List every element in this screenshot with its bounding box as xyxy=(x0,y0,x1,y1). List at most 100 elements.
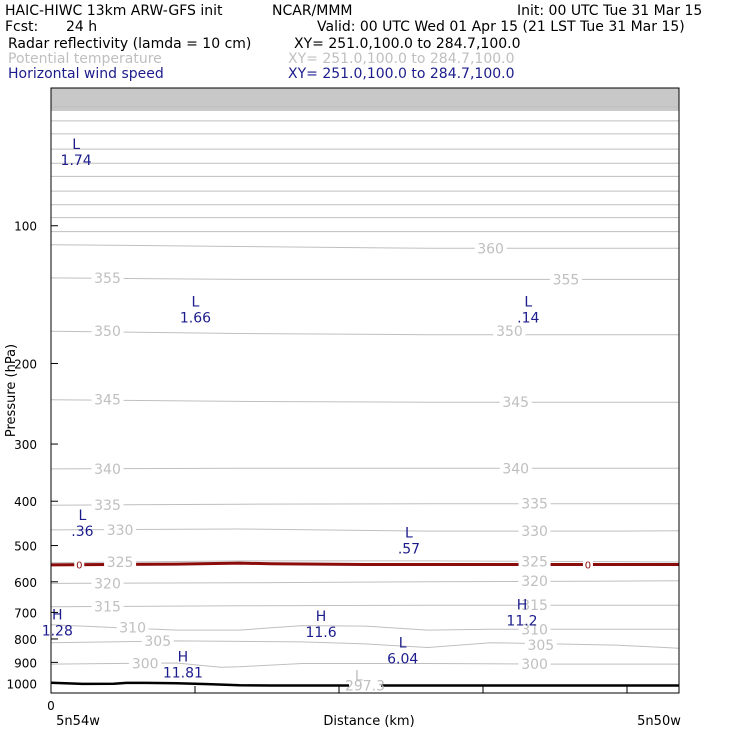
theta-contour-305 xyxy=(50,640,680,649)
theta-label-bg xyxy=(91,323,124,339)
theta-label-bg xyxy=(499,460,532,476)
x-left-location: 5n54w xyxy=(56,714,100,729)
theta-label-bg xyxy=(349,677,381,693)
y-tick-label: 400 xyxy=(14,495,37,509)
y-tick-label: 200 xyxy=(14,357,37,371)
wind-extremum-type: L xyxy=(399,635,407,651)
wind-extremum-value: 11.6 xyxy=(305,625,336,641)
theta-label-bg xyxy=(116,619,149,635)
top-band xyxy=(51,88,679,111)
theta-label: 340 xyxy=(502,461,529,477)
plot-frame xyxy=(50,87,680,694)
wind-extremum-type: H xyxy=(316,609,327,625)
wind-extremum-value: .36 xyxy=(71,524,93,540)
theta-label: 340 xyxy=(94,462,121,478)
theta-label: 320 xyxy=(521,574,548,590)
theta-contour-335 xyxy=(50,503,679,506)
field-wind-xy: XY= 251.0,100.0 to 284.7,100.0 xyxy=(288,66,515,82)
theta-label: 335 xyxy=(94,498,121,514)
forecast-label: Fcst: xyxy=(5,19,39,35)
wind-extremum-value: 1.74 xyxy=(61,153,92,169)
y-axis-label: Pressure (hPa) xyxy=(4,344,19,437)
wind-extremum-value: 6.04 xyxy=(387,651,418,667)
theta-label-bg xyxy=(518,573,551,589)
theta-label: 325 xyxy=(521,555,548,571)
theta-label: 297.3 xyxy=(345,678,385,694)
theta-contour-350 xyxy=(50,330,679,336)
theta-label: 300 xyxy=(521,657,548,673)
wind-extremum-type: L xyxy=(72,137,80,153)
reflectivity-label-bg xyxy=(582,559,593,570)
theta-label-bg xyxy=(91,391,124,407)
theta-contour-325 xyxy=(50,560,680,564)
theta-label: 315 xyxy=(94,600,121,616)
theta-label-bg xyxy=(549,271,582,287)
theta-label: 330 xyxy=(521,524,548,540)
wind-extremum-type: L xyxy=(355,668,363,684)
wind-extremum-type: L xyxy=(405,525,413,541)
y-tick-label: 500 xyxy=(14,540,37,554)
theta-label: 345 xyxy=(502,395,529,411)
wind-extremum-value: 1.28 xyxy=(42,623,73,639)
organization-label: NCAR/MMM xyxy=(272,3,353,19)
theta-label-bg xyxy=(91,575,124,591)
theta-label-bg xyxy=(474,240,507,256)
wind-extremum-type: H xyxy=(517,598,528,614)
theta-label: 345 xyxy=(94,393,121,409)
field-reflectivity-name: Radar reflectivity (lamda = 10 cm) xyxy=(8,36,252,52)
wind-extremum-value: 11.81 xyxy=(163,665,203,681)
y-tick-label: 600 xyxy=(14,576,37,590)
y-tick-label: 700 xyxy=(14,606,37,620)
valid-time: Valid: 00 UTC Wed 01 Apr 15 (21 LST Tue … xyxy=(317,19,685,35)
theta-contour-315 xyxy=(50,604,679,608)
theta-contour-340 xyxy=(50,467,679,470)
wind-extremum-type: L xyxy=(78,508,86,524)
x-start-label: 0 xyxy=(47,699,55,713)
theta-label: 350 xyxy=(94,324,121,340)
theta-label: 310 xyxy=(119,620,146,636)
theta-label-bg xyxy=(141,632,174,648)
top-band-layer xyxy=(51,88,679,111)
theta-label-bg xyxy=(493,323,526,339)
terrain-layer xyxy=(50,681,679,687)
wind-extremum-type: L xyxy=(192,294,200,310)
theta-contour-360 xyxy=(50,244,679,249)
reflectivity-zero-contour xyxy=(50,561,679,567)
theta-contours-layer xyxy=(50,106,680,668)
y-tick-label: 1000 xyxy=(6,677,37,691)
theta-label-bg xyxy=(129,655,162,671)
y-tick-label: 300 xyxy=(14,438,37,452)
contour-labels-layer: 355 360 355 350 350 345 345 340 340 335 335 330 330 3… xyxy=(91,240,582,694)
theta-label-bg xyxy=(499,394,532,410)
theta-label-bg xyxy=(518,553,551,569)
theta-contour-345 xyxy=(50,399,679,403)
theta-label: 330 xyxy=(107,523,134,539)
theta-label-bg xyxy=(104,553,137,569)
theta-label: 350 xyxy=(496,324,523,340)
field-theta-name: Potential temperature xyxy=(8,51,162,67)
theta-label-bg xyxy=(518,656,551,672)
reflectivity-zero-label: 0 xyxy=(76,561,82,572)
theta-label-bg xyxy=(104,521,137,537)
field-theta-xy: XY= 251.0,100.0 to 284.7,100.0 xyxy=(288,51,515,67)
theta-label: 305 xyxy=(527,638,554,654)
wind-extremum-type: H xyxy=(178,649,189,665)
theta-label-bg xyxy=(518,597,551,613)
init-time: Init: 00 UTC Tue 31 Mar 15 xyxy=(517,3,703,19)
terrain-line xyxy=(50,681,679,687)
wind-extremum-type: H xyxy=(52,607,63,623)
y-tick-label: 900 xyxy=(14,656,37,670)
x-axis-label: Distance (km) xyxy=(323,714,414,729)
wind-extremum-value: 11.2 xyxy=(506,614,537,630)
theta-label: 355 xyxy=(553,272,580,288)
reflectivity-zero-label: 0 xyxy=(585,561,591,572)
theta-label: 305 xyxy=(144,634,171,650)
theta-label-bg xyxy=(518,621,551,637)
reflectivity-label-bg xyxy=(74,559,85,570)
y-tick-label: 800 xyxy=(14,633,37,647)
theta-label-bg xyxy=(518,523,551,539)
